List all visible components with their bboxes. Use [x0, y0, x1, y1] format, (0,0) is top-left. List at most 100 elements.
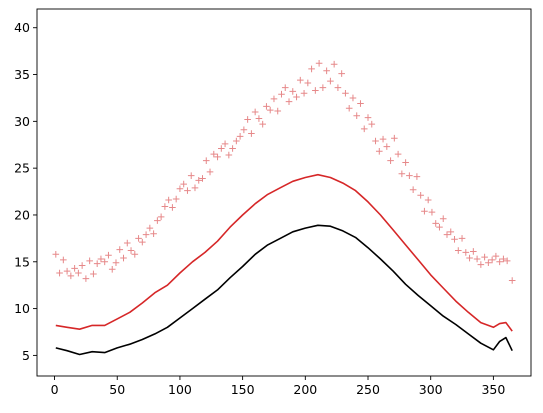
scatter-point — [394, 150, 402, 158]
scatter-point — [131, 250, 139, 258]
scatter-point — [300, 89, 308, 97]
scatter-point — [481, 253, 488, 261]
scatter-point — [206, 168, 214, 176]
scatter-point — [248, 130, 255, 137]
scatter-point — [473, 255, 481, 263]
y-tick-label: 35 — [14, 67, 30, 82]
scatter-point — [451, 236, 458, 243]
scatter-point — [338, 70, 345, 77]
y-tick-label: 10 — [14, 301, 30, 316]
scatter-point — [319, 84, 327, 91]
scatter-point — [413, 173, 421, 180]
scatter-point — [101, 258, 109, 266]
series-line-black — [55, 224, 513, 356]
scatter-point — [360, 125, 368, 133]
scatter-point — [379, 135, 387, 143]
scatter-point — [383, 143, 391, 150]
scatter-point — [458, 235, 466, 242]
scatter-point — [315, 60, 323, 67]
x-tick-label: 300 — [419, 382, 443, 397]
scatter-point — [281, 84, 289, 91]
scatter-point — [52, 250, 60, 258]
scatter-point — [221, 140, 229, 148]
x-tick-label: 200 — [293, 382, 317, 397]
x-tick-label: 0 — [51, 382, 59, 397]
scatter-point — [218, 145, 225, 152]
scatter-point — [296, 76, 304, 84]
scatter-point — [161, 203, 169, 210]
scatter-point — [312, 87, 319, 94]
scatter-point — [409, 186, 417, 193]
scatter-point — [251, 108, 259, 116]
scatter-point — [421, 207, 428, 215]
scatter-point — [184, 187, 191, 194]
scatter-point — [236, 133, 244, 140]
x-tick-label: 350 — [481, 382, 505, 397]
scatter-point — [368, 120, 376, 128]
scatter-point — [139, 238, 146, 246]
scatter-point — [391, 134, 398, 142]
scatter-point — [364, 114, 372, 121]
scatter-point — [172, 195, 180, 203]
scatter-point — [266, 106, 274, 114]
scatter-point — [387, 157, 394, 164]
scatter-point — [263, 103, 270, 110]
scatter-point — [402, 159, 409, 166]
scatter-point — [424, 196, 432, 204]
scatter-point — [93, 260, 101, 267]
scatter-point — [225, 151, 233, 159]
scatter-point — [255, 115, 263, 122]
scatter-point — [67, 272, 75, 280]
scatter-point — [330, 60, 338, 68]
scatter-point — [187, 172, 195, 179]
scatter-point — [488, 256, 496, 264]
scatter-point — [154, 217, 161, 224]
scatter-point — [56, 269, 63, 277]
scatter-point — [462, 249, 470, 256]
scatter-point — [105, 251, 112, 259]
scatter-point — [180, 180, 187, 188]
scatter-point — [116, 246, 124, 253]
scatter-point — [202, 157, 210, 164]
scatter-point — [135, 235, 142, 242]
scatter-point — [496, 258, 503, 266]
scatter-point — [477, 261, 485, 268]
scatter-point — [244, 116, 251, 123]
scatter-point — [406, 172, 413, 179]
scatter-point — [240, 126, 248, 134]
scatter-point — [97, 255, 105, 263]
y-tick-label: 25 — [14, 161, 30, 176]
x-tick-label: 50 — [109, 382, 125, 397]
scatter-series — [52, 60, 516, 284]
scatter-point — [169, 204, 176, 211]
scatter-point — [375, 148, 383, 155]
scatter-point — [508, 277, 516, 284]
scatter-point — [334, 84, 342, 91]
y-tick-label: 5 — [22, 348, 30, 363]
scatter-point — [436, 223, 443, 231]
scatter-point — [439, 215, 447, 223]
scatter-point — [353, 112, 361, 120]
scatter-point — [398, 170, 406, 178]
scatter-point — [289, 88, 297, 95]
scatter-point — [233, 137, 240, 145]
scatter-point — [86, 257, 93, 265]
scatter-point — [123, 239, 131, 247]
scatter-point — [470, 248, 477, 255]
scatter-point — [466, 254, 473, 262]
scatter-point — [259, 120, 266, 128]
scatter-point — [323, 67, 330, 75]
scatter-point — [492, 252, 500, 260]
scatter-point — [120, 254, 127, 262]
scatter-point — [278, 90, 285, 98]
scatter-point — [342, 89, 349, 97]
scatter-point — [293, 93, 300, 101]
y-tick-label: 40 — [14, 20, 30, 35]
scatter-point — [454, 247, 462, 254]
plot-background — [37, 9, 531, 376]
scatter-point — [108, 265, 116, 273]
scatter-point — [327, 77, 334, 85]
scatter-point — [142, 231, 150, 238]
scatter-point — [82, 275, 90, 282]
